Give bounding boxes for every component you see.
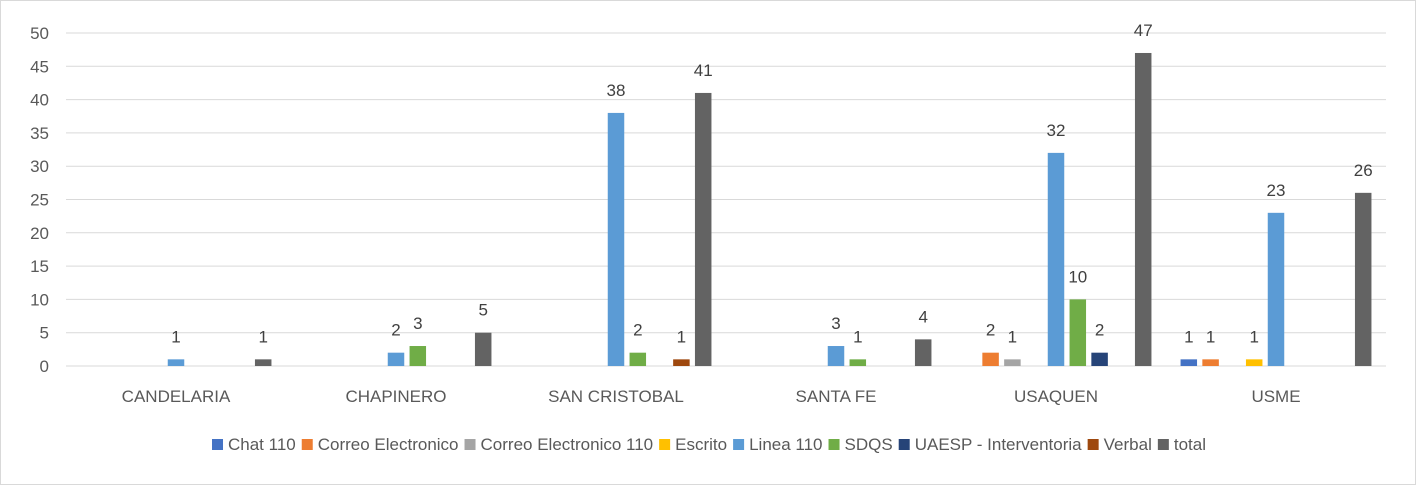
data-label: 2 xyxy=(1095,321,1104,340)
bar-total-chapinero xyxy=(474,332,492,366)
data-label: 1 xyxy=(677,327,686,346)
data-label: 41 xyxy=(694,61,713,80)
y-tick-label: 45 xyxy=(30,57,49,76)
legend-swatch xyxy=(828,439,840,450)
bar-sdqs-san-cristobal xyxy=(629,352,647,366)
bars xyxy=(167,52,1372,366)
y-tick-label: 0 xyxy=(40,357,49,376)
bar-correo-electronico-110-usaquen xyxy=(1004,359,1021,366)
legend-swatch xyxy=(212,439,224,450)
bar-sdqs-chapinero xyxy=(409,346,427,366)
legend-label: Chat 110 xyxy=(228,435,296,454)
bar-sdqs-usaquen xyxy=(1069,299,1087,366)
bar-linea-110-san-cristobal xyxy=(607,112,625,366)
bar-chat-110-usme xyxy=(1180,359,1198,366)
legend-label: UAESP - Interventoria xyxy=(915,435,1082,454)
y-tick-label: 10 xyxy=(30,290,49,309)
bar-escrito-usme xyxy=(1245,359,1263,366)
y-tick-label: 15 xyxy=(30,257,49,276)
bar-total-san-cristobal xyxy=(694,92,712,366)
legend-label: Verbal xyxy=(1104,435,1152,454)
data-label: 3 xyxy=(831,314,840,333)
bar-total-candelaria xyxy=(254,359,272,366)
legend-swatch xyxy=(464,439,476,450)
bar-uaesp-interventoria-usaquen xyxy=(1091,352,1108,366)
y-tick-label: 50 xyxy=(30,24,49,43)
legend-swatch xyxy=(1087,439,1099,450)
data-label: 2 xyxy=(633,321,642,340)
y-tick-label: 25 xyxy=(30,191,49,210)
legend-swatch xyxy=(1157,439,1169,450)
legend: Chat 110 Correo Electronico Correo Electro… xyxy=(212,435,1206,454)
bar-linea-110-usme xyxy=(1267,212,1285,366)
data-label: 1 xyxy=(1249,327,1258,346)
legend-swatch xyxy=(659,439,671,450)
y-tick-label: 40 xyxy=(30,91,49,110)
data-label: 4 xyxy=(918,307,927,326)
data-label: 1 xyxy=(171,327,180,346)
data-label: 10 xyxy=(1068,267,1087,286)
data-label: 2 xyxy=(986,321,995,340)
bar-total-usaquen xyxy=(1134,52,1152,366)
data-label: 23 xyxy=(1267,181,1286,200)
category-label: CANDELARIA xyxy=(122,387,231,406)
data-label: 1 xyxy=(258,327,267,346)
legend-label: Correo Electronico xyxy=(318,435,459,454)
bar-verbal-san-cristobal xyxy=(673,359,690,366)
data-label: 1 xyxy=(1206,327,1215,346)
category-label: SAN CRISTOBAL xyxy=(548,387,684,406)
bar-correo-electronico-usme xyxy=(1202,359,1219,366)
y-tick-label: 35 xyxy=(30,124,49,143)
legend-label: Escrito xyxy=(675,435,727,454)
category-label: SANTA FE xyxy=(796,387,877,406)
y-tick-label: 30 xyxy=(30,157,49,176)
y-tick-label: 5 xyxy=(40,324,49,343)
gridlines xyxy=(66,32,1386,367)
legend-label: SDQS xyxy=(845,435,893,454)
category-label: USAQUEN xyxy=(1014,387,1098,406)
x-axis-categories: CANDELARIA CHAPINERO SAN CRISTOBAL SANTA FE… xyxy=(122,387,1301,406)
data-label: 2 xyxy=(391,321,400,340)
bar-total-usme xyxy=(1354,192,1372,366)
data-label: 5 xyxy=(478,301,487,320)
legend-label: total xyxy=(1174,435,1206,454)
bar-total-santa-fe xyxy=(914,339,932,366)
bar-linea-110-usaquen xyxy=(1047,152,1065,366)
y-tick-label: 20 xyxy=(30,224,49,243)
category-label: USME xyxy=(1251,387,1300,406)
legend-swatch xyxy=(898,439,910,450)
bar-sdqs-santa-fe xyxy=(849,359,867,366)
data-label: 1 xyxy=(853,327,862,346)
legend-swatch xyxy=(301,439,313,450)
legend-label: Linea 110 xyxy=(749,435,822,454)
data-label: 47 xyxy=(1134,21,1153,40)
data-label: 32 xyxy=(1047,121,1066,140)
data-label: 3 xyxy=(413,314,422,333)
data-label: 1 xyxy=(1184,327,1193,346)
legend-label: Correo Electronico 110 xyxy=(481,435,654,454)
bar-linea-110-santa-fe xyxy=(827,346,845,366)
data-label: 26 xyxy=(1354,161,1373,180)
data-label: 1 xyxy=(1008,327,1017,346)
bar-linea-110-candelaria xyxy=(167,359,185,366)
bar-correo-electronico-usaquen xyxy=(982,352,999,366)
bar-linea-110-chapinero xyxy=(387,352,405,366)
category-label: CHAPINERO xyxy=(345,387,446,406)
y-axis-ticks: 0 5 10 15 20 25 30 35 40 45 50 xyxy=(30,24,49,376)
legend-swatch xyxy=(733,439,745,450)
data-label: 38 xyxy=(607,81,626,100)
